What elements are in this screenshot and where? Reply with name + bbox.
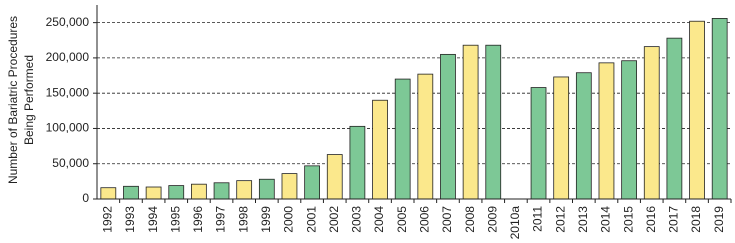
x-tick-label: 2005 [395, 206, 409, 233]
y-axis-label: Being Performed [22, 55, 36, 145]
bar [666, 37, 683, 200]
x-tick-label: 1998 [236, 206, 250, 233]
x-tick-label: 2016 [644, 206, 658, 233]
bar [394, 78, 411, 200]
bar [643, 46, 660, 200]
bar [621, 60, 637, 200]
y-tick-label: 200,000 [46, 50, 90, 64]
x-tick-label: 2018 [689, 206, 703, 233]
x-tick-label: 1999 [259, 206, 273, 233]
x-tick-label: 1995 [168, 206, 182, 233]
bar [530, 87, 547, 200]
bar [440, 53, 456, 200]
x-tick-label: 2001 [304, 206, 318, 233]
bar [191, 183, 207, 200]
bar [553, 76, 570, 200]
bar [372, 99, 388, 200]
y-tick-label: 0 [82, 191, 89, 205]
x-tick-label: 2009 [485, 206, 499, 233]
y-axis-label: Number of Bariatric Procedures [6, 16, 20, 184]
y-tick-label: 150,000 [46, 85, 90, 99]
bar [598, 62, 615, 200]
x-tick-label: 2019 [712, 206, 726, 233]
x-tick-label: 2014 [599, 206, 613, 233]
bar [100, 187, 117, 200]
bar [417, 73, 434, 200]
x-tick-label: 2004 [372, 206, 386, 233]
x-tick-label: 2017 [667, 206, 681, 233]
x-tick-label: 1993 [123, 206, 137, 233]
bar [326, 154, 343, 200]
x-tick-label: 2012 [553, 206, 567, 233]
bar [462, 44, 479, 200]
x-tick-label: 2002 [327, 206, 341, 233]
x-tick-label: 2011 [531, 206, 545, 232]
bar [281, 173, 298, 200]
x-tick-label: 2008 [463, 206, 477, 233]
x-tick-label: 2006 [417, 206, 431, 233]
bar [349, 125, 366, 200]
bar [123, 185, 139, 200]
bar [304, 165, 320, 200]
bar [213, 182, 230, 200]
x-tick-label: 2015 [621, 206, 635, 233]
x-tick-label: 2000 [282, 206, 296, 233]
bar [689, 20, 705, 200]
bar [575, 72, 592, 200]
x-tick-label: 2010a [508, 206, 522, 240]
x-tick-label: 2007 [440, 206, 454, 233]
x-tick-label: 1997 [214, 206, 228, 233]
bar [485, 44, 502, 200]
bar [236, 180, 253, 200]
x-tick-label: 2003 [350, 206, 364, 233]
x-tick-label: 2013 [576, 206, 590, 233]
y-tick-label: 50,000 [52, 156, 89, 170]
y-tick-label: 250,000 [46, 15, 90, 29]
bar [258, 178, 275, 200]
y-tick-label: 100,000 [46, 121, 90, 135]
bar [168, 185, 185, 200]
x-tick-label: 1992 [100, 206, 114, 233]
bar [711, 18, 728, 200]
bar [145, 186, 162, 200]
x-tick-label: 1994 [146, 206, 160, 233]
x-tick-label: 1996 [191, 206, 205, 233]
